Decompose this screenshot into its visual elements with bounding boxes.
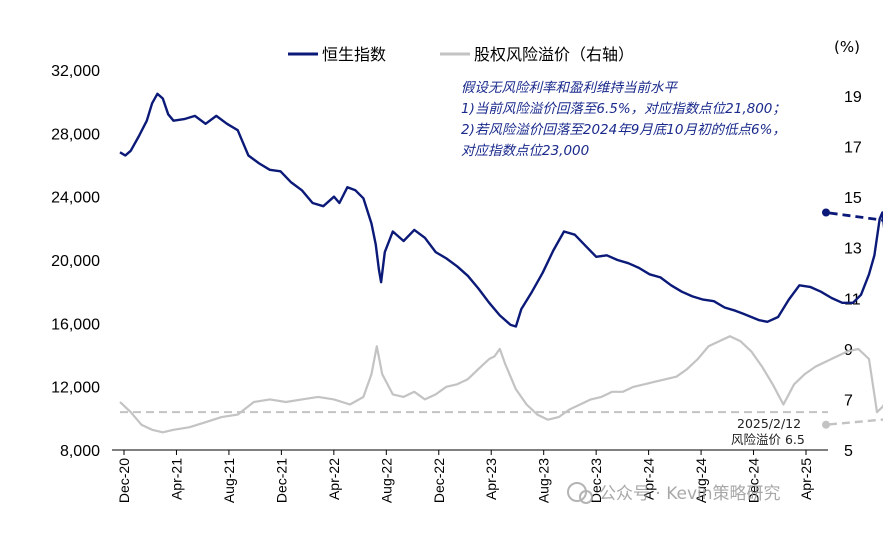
left-axis: 8,000 12,000 16,000 20,000 24,000 28,000 32,00… xyxy=(51,63,100,460)
x-tick-label: Dec-23 xyxy=(588,458,604,503)
right-tick-label: 11 xyxy=(844,291,861,308)
projection-erp-line xyxy=(825,418,883,426)
x-axis: Dec-20 Apr-21 Aug-21 Dec-21 Apr-22 Aug-22 Dec-… xyxy=(116,450,814,503)
x-tick-label: Aug-23 xyxy=(536,458,552,503)
callout: 2025/2/12 风险溢价 6.5 xyxy=(731,416,805,447)
legend-label-erp: 股权风险溢价（右轴） xyxy=(474,45,634,64)
x-tick-label: Dec-22 xyxy=(431,458,447,503)
series-hsi-line xyxy=(119,92,883,328)
series-erp-line xyxy=(119,335,883,434)
wechat-icon-inner xyxy=(579,490,593,504)
x-tick-label: Dec-21 xyxy=(273,458,289,503)
left-tick-label: 24,000 xyxy=(51,190,100,207)
left-tick-label: 28,000 xyxy=(51,126,100,143)
x-tick-label: Apr-22 xyxy=(326,458,342,500)
projection-erp-endpoint xyxy=(822,420,830,429)
legend: 恒生指数 股权风险溢价（右轴） xyxy=(288,45,634,64)
callout-date: 2025/2/12 xyxy=(737,416,801,431)
right-tick-label: 13 xyxy=(844,241,862,258)
legend-label-hsi: 恒生指数 xyxy=(322,45,386,64)
left-tick-label: 8,000 xyxy=(60,443,100,460)
x-tick-label: Aug-24 xyxy=(693,458,709,503)
watermark-text: 公众号 · Kevin策略研究 xyxy=(599,484,781,504)
right-tick-label: 19 xyxy=(844,89,862,106)
note-line-3: 2)若风险溢价回落至2024年9月底10月初的低点6%， xyxy=(461,122,786,138)
x-tick-label: Apr-24 xyxy=(641,458,657,500)
x-tick-label: Aug-22 xyxy=(378,458,394,503)
note-line-2: 1)当前风险溢价回落至6.5%，对应指数点位21,800； xyxy=(461,101,786,117)
right-tick-label: 7 xyxy=(844,392,853,409)
x-tick-label: Aug-21 xyxy=(221,458,237,503)
annotation-note: 假设无风险利率和盈利维持当前水平 1)当前风险溢价回落至6.5%，对应指数点位2… xyxy=(461,80,786,159)
right-tick-label: 5 xyxy=(844,443,853,460)
right-axis-unit: (%) xyxy=(834,38,860,56)
series-layer xyxy=(119,92,883,434)
projection-hsi-line xyxy=(825,211,883,222)
x-tick-label: Apr-21 xyxy=(168,458,184,500)
right-tick-label: 17 xyxy=(844,140,862,157)
x-tick-label: Dec-24 xyxy=(746,458,762,503)
callout-value: 风险溢价 6.5 xyxy=(731,432,805,447)
x-tick-label: Dec-20 xyxy=(116,458,132,503)
x-tick-label: Apr-23 xyxy=(483,458,499,500)
left-tick-label: 20,000 xyxy=(51,253,100,270)
note-line-1: 假设无风险利率和盈利维持当前水平 xyxy=(461,80,678,96)
projection-hsi-endpoint xyxy=(822,208,830,217)
watermark: 公众号 · Kevin策略研究 xyxy=(567,482,781,504)
right-tick-label: 15 xyxy=(844,190,862,207)
left-tick-label: 32,000 xyxy=(51,63,100,80)
left-tick-label: 16,000 xyxy=(51,316,100,333)
x-tick-label: Apr-25 xyxy=(798,458,814,500)
left-tick-label: 12,000 xyxy=(51,380,100,397)
note-line-4: 对应指数点位23,000 xyxy=(461,143,589,159)
